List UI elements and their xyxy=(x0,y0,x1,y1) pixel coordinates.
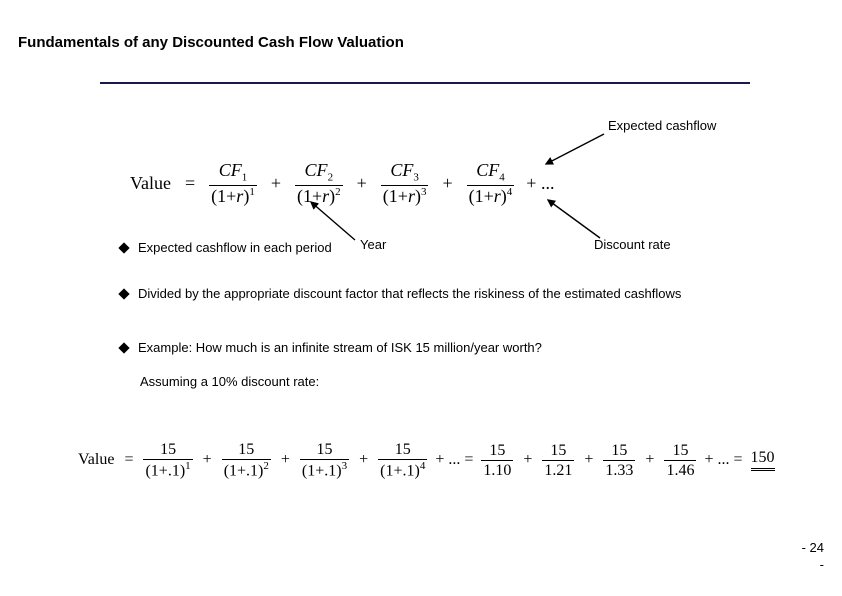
bullet-row-3: Example: How much is an infinite stream … xyxy=(120,340,542,355)
title-divider xyxy=(100,82,750,84)
formula2-term-b: 151.33 xyxy=(603,441,635,480)
bullet-3-subtext: Assuming a 10% discount rate: xyxy=(140,374,319,389)
equals-sign: = xyxy=(120,451,137,469)
plus-sign: + xyxy=(277,451,294,469)
page-number-line1: - 24 xyxy=(802,540,824,557)
bullet-icon xyxy=(118,288,129,299)
bullet-1-text: Expected cashflow in each period xyxy=(138,240,332,255)
plus-sign: + xyxy=(355,451,372,469)
formula2-term-a: 15(1+.1)3 xyxy=(300,440,349,481)
bullet-icon xyxy=(118,342,129,353)
label-year: Year xyxy=(360,237,386,252)
page-number: - 24 - xyxy=(802,540,824,574)
slide-title: Fundamentals of any Discounted Cash Flow… xyxy=(18,34,404,51)
plus-sign: + xyxy=(353,173,371,194)
formula1-term: CF4(1+r)4 xyxy=(467,160,515,207)
plus-sign: + xyxy=(267,173,285,194)
bullet-2-text: Divided by the appropriate discount fact… xyxy=(138,286,681,301)
bullet-icon xyxy=(118,242,129,253)
formula-value-example: Value = 15(1+.1)1 +15(1+.1)2 +15(1+.1)3 +15… xyxy=(78,440,775,481)
formula1-lhs: Value xyxy=(130,173,171,194)
formula2-result: 150 xyxy=(751,449,775,471)
formula2-term-b: 151.46 xyxy=(664,441,696,480)
plus-sign: + xyxy=(641,451,658,469)
formula2-term-a: 15(1+.1)1 xyxy=(143,440,192,481)
formula1-term: CF1(1+r)1 xyxy=(209,160,257,207)
page-number-line2: - xyxy=(802,557,824,574)
label-expected-cashflow: Expected cashflow xyxy=(608,118,716,133)
plus-sign: + xyxy=(580,451,597,469)
formula2-term-a: 15(1+.1)4 xyxy=(378,440,427,481)
formula2-term-b: 151.21 xyxy=(542,441,574,480)
label-discount-rate: Discount rate xyxy=(594,237,671,252)
formula2-term-b: 151.10 xyxy=(481,441,513,480)
formula1-term: CF3(1+r)3 xyxy=(381,160,429,207)
formula1-trailing: + ... xyxy=(524,173,556,194)
formula1-term: CF2(1+r)2 xyxy=(295,160,343,207)
formula2-tail: + ... = xyxy=(702,451,744,469)
plus-sign: + xyxy=(199,451,216,469)
formula-value-general: Value = CF1(1+r)1 + CF2(1+r)2 + CF3(1+r)3 + CF… xyxy=(130,160,556,207)
bullet-row-1: Expected cashflow in each period xyxy=(120,240,332,255)
equals-sign: = xyxy=(181,173,199,194)
plus-sign: + xyxy=(519,451,536,469)
formula2-mid: + ... = xyxy=(433,451,475,469)
plus-sign: + xyxy=(438,173,456,194)
bullet-3-text: Example: How much is an infinite stream … xyxy=(138,340,542,355)
formula2-lhs: Value xyxy=(78,451,114,469)
bullet-row-2: Divided by the appropriate discount fact… xyxy=(120,286,820,301)
formula2-term-a: 15(1+.1)2 xyxy=(222,440,271,481)
